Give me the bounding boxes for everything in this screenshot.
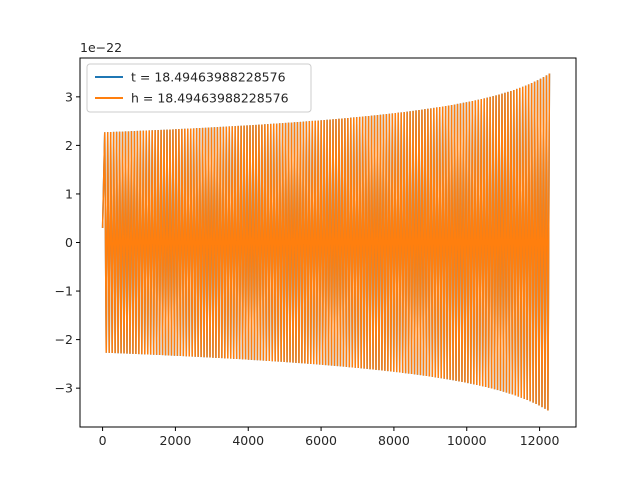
legend-frame [86, 63, 312, 113]
y-axis: −3 −2 −1 0 1 2 3 [55, 89, 80, 396]
y-tick-label: 2 [65, 138, 73, 153]
y-tick-label: −2 [55, 332, 73, 347]
x-tick-label: 0 [99, 433, 107, 448]
x-tick-label: 6000 [305, 433, 337, 448]
legend-label-t: t = 18.49463988228576 [131, 70, 286, 85]
y-tick-label: 3 [65, 89, 73, 104]
x-tick-label: 4000 [232, 433, 264, 448]
x-tick-label: 8000 [378, 433, 410, 448]
x-tick-label: 10000 [447, 433, 487, 448]
x-axis: 0 2000 4000 6000 8000 10000 12000 [99, 427, 560, 448]
legend-label-h: h = 18.49463988228576 [131, 91, 289, 106]
y-tick-label: −1 [55, 284, 73, 299]
y-tick-label: 1 [65, 186, 73, 201]
x-tick-label: 12000 [520, 433, 560, 448]
series-layer [101, 73, 551, 411]
y-offset-label: 1e−22 [80, 40, 122, 55]
y-tick-label: −3 [55, 381, 73, 396]
x-tick-label: 2000 [160, 433, 192, 448]
series-line-h [101, 73, 551, 411]
legend: t = 18.49463988228576 h = 18.49463988228… [86, 63, 312, 113]
y-tick-label: 0 [65, 235, 73, 250]
